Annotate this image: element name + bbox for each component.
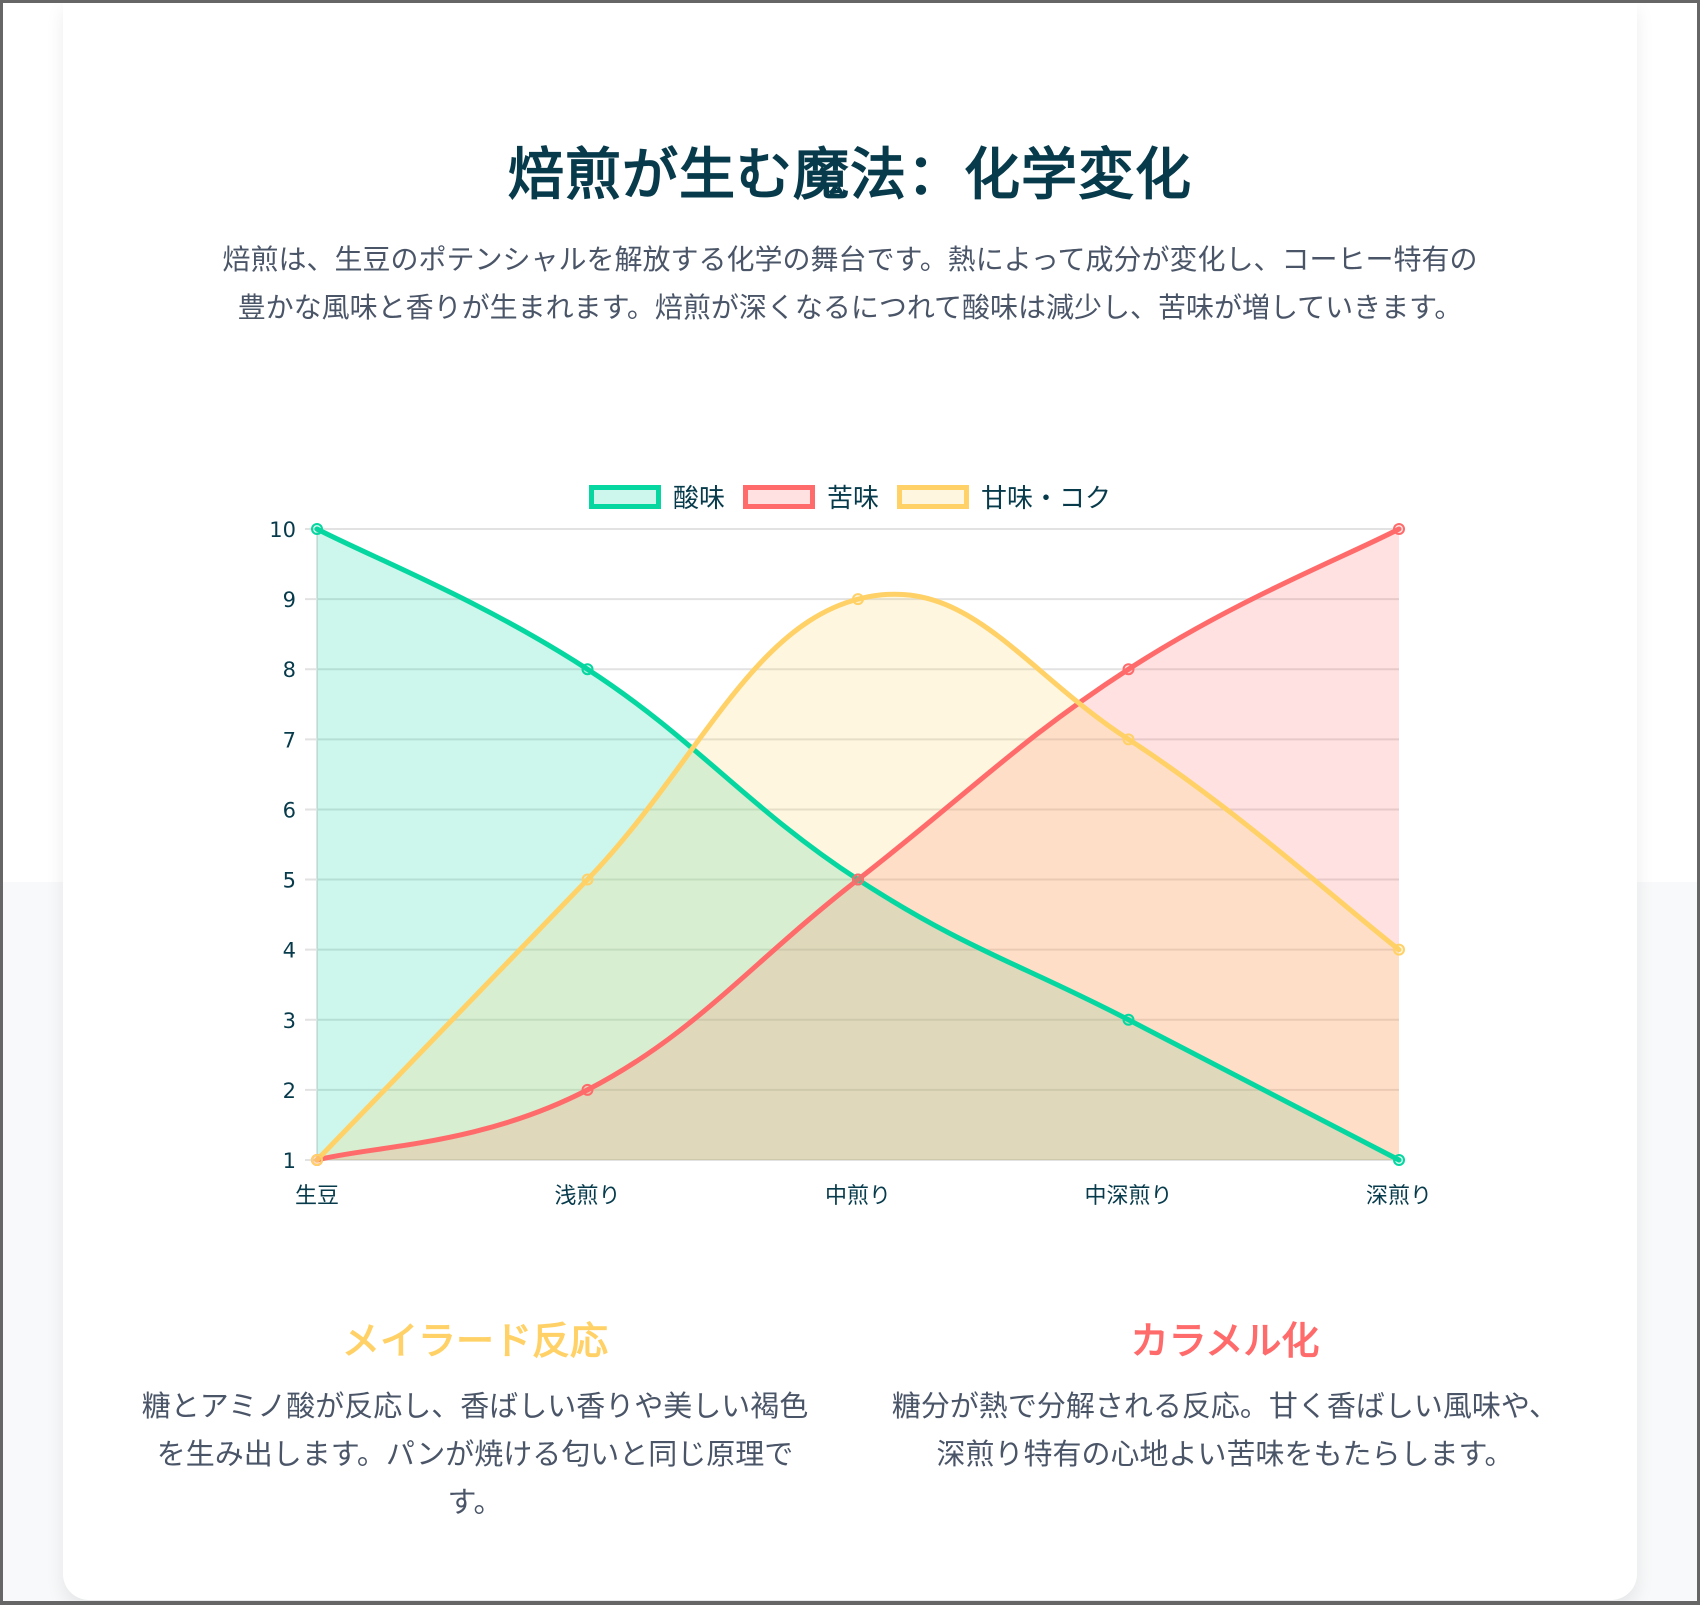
y-axis: 1 2 3 4 5 6 7 8 9 10 [269, 518, 296, 1173]
series-line [314, 526, 1402, 1163]
legend-swatch-sweetness [897, 484, 969, 509]
data-point[interactable] [311, 523, 323, 535]
legend-label: 甘味・コク [981, 484, 1112, 514]
y-tick-label: 10 [269, 518, 296, 542]
data-point[interactable] [581, 873, 594, 886]
chart-points [311, 523, 1405, 1166]
data-point[interactable] [1393, 943, 1405, 956]
chart-lines [314, 526, 1402, 1163]
series-line [314, 591, 1402, 1163]
legend-item-acidity[interactable]: 酸味 [588, 478, 725, 515]
data-point[interactable] [311, 1154, 323, 1166]
x-tick-label: 深煎り [1366, 1184, 1432, 1209]
data-point[interactable] [1122, 663, 1135, 676]
legend-item-sweetness[interactable]: 甘味・コク [897, 478, 1111, 515]
chart-areas [317, 529, 1399, 1160]
card-caramelization: カラメル化 糖分が熱で分解される反応。甘く香ばしい風味や、深煎り特有の心地よい苦… [890, 1318, 1560, 1526]
flavor-line-chart: 1 2 3 4 5 6 7 8 9 10 生豆 浅煎り 中煎り 中深煎り 深煎り [269, 518, 1432, 1209]
x-tick-label: 浅煎り [554, 1184, 620, 1209]
y-tick-label: 9 [283, 588, 296, 612]
data-point[interactable] [581, 1083, 594, 1096]
y-tick-label: 1 [283, 1149, 296, 1173]
y-tick-label: 3 [283, 1009, 296, 1033]
data-point[interactable] [852, 593, 864, 606]
y-tick-label: 4 [283, 939, 296, 963]
page-title: 焙煎が生む魔法：化学変化 [508, 143, 1192, 208]
chart-legend: 酸味 苦味 甘味・コク [0, 478, 1700, 515]
chart-grid [305, 528, 1399, 1161]
data-point[interactable] [1393, 523, 1405, 535]
data-point[interactable] [581, 663, 594, 676]
legend-label: 酸味 [672, 484, 725, 514]
card-maillard: メイラード反応 糖とアミノ酸が反応し、香ばしい香りや美しい褐色を生み出します。パ… [140, 1318, 810, 1526]
data-point[interactable] [1122, 1013, 1135, 1026]
reaction-cards: メイラード反応 糖とアミノ酸が反応し、香ばしい香りや美しい褐色を生み出します。パ… [140, 1318, 1560, 1526]
content-card: 焙煎が生む魔法：化学変化 焙煎は、生豆のポテンシャルを解放する化学の舞台です。熱… [63, 0, 1637, 1600]
y-tick-label: 5 [283, 869, 296, 893]
legend-label: 苦味 [826, 484, 879, 514]
legend-swatch-acidity [588, 484, 661, 509]
y-tick-label: 8 [283, 658, 296, 682]
x-tick-label: 中煎り [825, 1184, 891, 1209]
y-tick-label: 7 [283, 728, 296, 752]
y-tick-label: 2 [283, 1079, 296, 1103]
card-text-caramelization: 糖分が熱で分解される反応。甘く香ばしい風味や、深煎り特有の心地よい苦味をもたらし… [891, 1389, 1559, 1471]
data-point[interactable] [1122, 733, 1135, 746]
series-area [317, 529, 1399, 1160]
legend-swatch-bitterness [742, 484, 815, 509]
legend-item-bitterness[interactable]: 苦味 [742, 478, 879, 515]
series-area [317, 529, 1399, 1160]
data-point[interactable] [1393, 1154, 1405, 1166]
card-text-maillard: 糖とアミノ酸が反応し、香ばしい香りや美しい褐色を生み出します。パンが焼ける匂いと… [141, 1389, 809, 1519]
intro-text: 焙煎は、生豆のポテンシャルを解放する化学の舞台です。熱によって成分が変化し、コー… [222, 243, 1478, 324]
card-title-maillard: メイラード反応 [341, 1319, 608, 1363]
data-point[interactable] [852, 873, 864, 886]
x-tick-label: 中深煎り [1084, 1184, 1172, 1209]
y-tick-label: 6 [283, 798, 296, 822]
card-title-caramelization: カラメル化 [1130, 1319, 1320, 1363]
x-axis: 生豆 浅煎り 中煎り 中深煎り 深煎り [295, 1184, 1432, 1209]
x-tick-label: 生豆 [295, 1184, 339, 1209]
